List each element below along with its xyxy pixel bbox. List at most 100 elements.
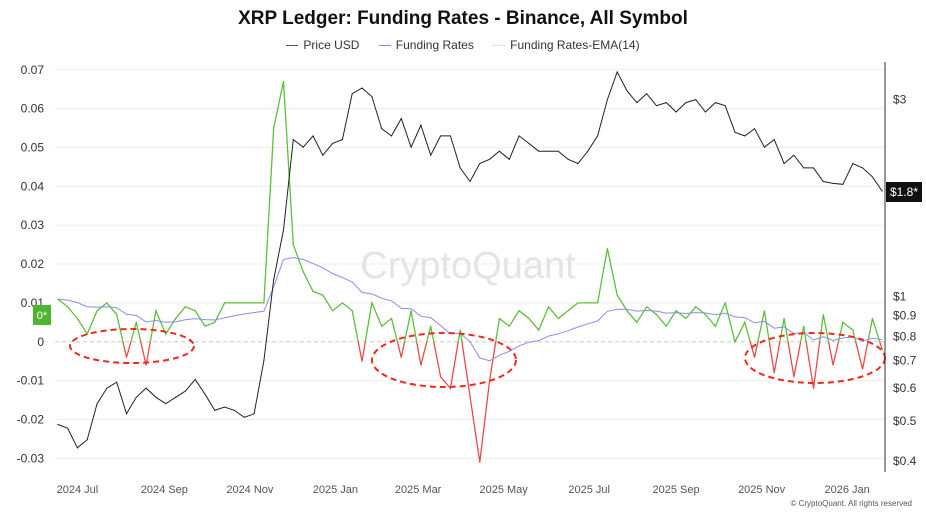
price-point [832, 182, 834, 184]
price-point [685, 102, 687, 104]
funding-point [469, 395, 471, 397]
funding-point [508, 325, 510, 327]
price-point [616, 71, 618, 73]
price-point [371, 96, 373, 98]
y-left-tick-label: 0.04 [21, 179, 45, 193]
funding-point [734, 341, 736, 343]
price-point [567, 158, 569, 160]
y-left-tick-label: 0.05 [21, 140, 45, 154]
funding-current-label: 0* [37, 310, 48, 322]
funding-point [292, 244, 294, 246]
funding-point [273, 127, 275, 129]
price-point [548, 150, 550, 152]
price-point [76, 447, 78, 449]
x-tick-label: 2025 May [479, 484, 528, 496]
funding-point [803, 325, 805, 327]
legend-swatch-ema [493, 45, 506, 47]
funding-point [812, 387, 815, 389]
price-point [361, 87, 363, 89]
funding-point [822, 313, 824, 316]
funding-point [116, 313, 118, 316]
price-point [606, 99, 608, 101]
price-point [852, 163, 854, 165]
price-point [449, 135, 451, 137]
x-tick-label: 2024 Jul [57, 484, 99, 496]
price-point [734, 131, 736, 133]
price-point [322, 154, 324, 156]
funding-point [302, 271, 304, 273]
price-point [655, 105, 657, 107]
price-point [332, 142, 334, 144]
price-point [577, 163, 579, 165]
y-left-tick-label: 0.02 [21, 257, 45, 271]
y-right-tick-label: $0.4 [893, 454, 917, 468]
price-point [597, 135, 599, 137]
funding-point [145, 364, 147, 366]
price-point [440, 135, 442, 137]
legend-item-ema[interactable]: Funding Rates-EMA(14) [493, 38, 640, 52]
y-right-tick-label: $0.6 [893, 381, 917, 395]
x-tick-label: 2024 Sep [141, 484, 188, 496]
funding-point [57, 298, 59, 300]
funding-point [449, 387, 451, 389]
funding-point [459, 329, 461, 331]
price-point [793, 154, 795, 156]
legend-item-price[interactable]: Price USD [286, 38, 359, 52]
price-point [528, 142, 530, 144]
price-point [862, 167, 864, 169]
price-point [714, 102, 716, 104]
y-left-tick-label: 0.07 [21, 63, 45, 77]
price-point [263, 359, 265, 361]
y-right-tick-label: $0.9 [893, 308, 917, 322]
funding-point [538, 329, 540, 331]
x-tick-label: 2025 Nov [738, 484, 786, 496]
y-left-tick-label: 0.06 [21, 102, 45, 116]
price-point [135, 396, 137, 398]
funding-point [194, 310, 196, 312]
funding-point [783, 317, 785, 320]
funding-point [253, 302, 255, 304]
funding-point [685, 317, 687, 320]
funding-point [871, 317, 873, 320]
funding-point [390, 317, 393, 320]
funding-point [155, 310, 157, 312]
funding-point [76, 317, 79, 320]
price-point [175, 396, 177, 398]
y-right-tick-label: $1 [893, 290, 907, 304]
funding-point [852, 329, 854, 331]
funding-point [528, 317, 530, 320]
funding-point [165, 333, 167, 335]
x-tick-label: 2025 Mar [395, 484, 442, 496]
price-point [803, 167, 805, 169]
price-point [665, 102, 667, 104]
funding-ema-line [57, 256, 883, 362]
price-point [705, 111, 707, 113]
price-point [489, 158, 491, 160]
funding-point [312, 290, 314, 292]
price-point [273, 278, 275, 280]
funding-point [322, 294, 324, 296]
funding-point [763, 310, 766, 312]
price-point [106, 387, 108, 389]
funding-point [204, 325, 206, 327]
funding-point [361, 360, 363, 362]
price-point [214, 409, 216, 411]
price-point [351, 93, 353, 95]
funding-point [567, 310, 569, 312]
price-point [410, 146, 412, 148]
legend-swatch-funding [378, 45, 391, 47]
y-left-tick-label: 0 [37, 335, 44, 349]
funding-point [646, 306, 648, 308]
legend: Price USD Funding Rates Funding Rates-EM… [0, 38, 926, 52]
y-right-tick-label: $0.8 [893, 330, 917, 344]
price-point [812, 167, 814, 169]
funding-point [842, 321, 844, 323]
price-point [57, 423, 59, 425]
funding-point [861, 368, 864, 370]
price-point [224, 406, 226, 408]
price-point [283, 229, 285, 231]
funding-point [439, 376, 442, 378]
legend-item-funding[interactable]: Funding Rates [378, 38, 474, 52]
price-point [744, 135, 746, 137]
